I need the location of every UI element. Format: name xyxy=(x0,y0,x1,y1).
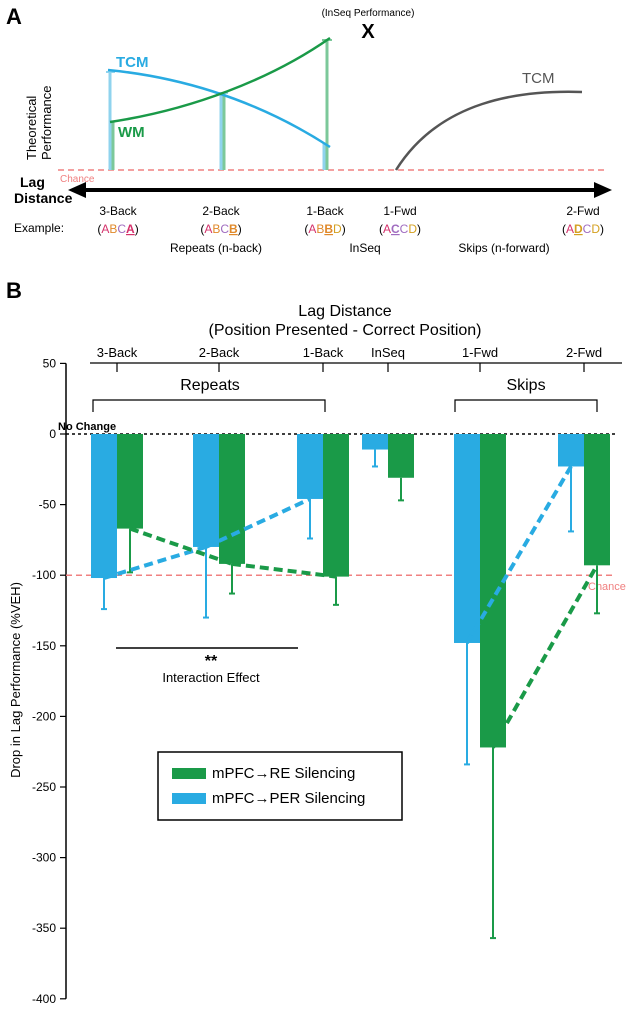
trend-line-1-0 xyxy=(129,526,233,566)
panel-b: B Lag Distance (Position Presented - Cor… xyxy=(6,278,626,1006)
panel-a-position-3: 1-Fwd xyxy=(383,204,416,218)
repeats-label: Repeats xyxy=(180,377,240,394)
trend-line-0-0 xyxy=(103,545,207,580)
panel-a-inseq-perf-label: (InSeq Performance) xyxy=(322,8,415,19)
panel-a-letter: A xyxy=(6,4,22,29)
legend-swatch-re xyxy=(172,768,206,779)
panel-b-title-1: Lag Distance xyxy=(298,303,391,320)
panel-a-chance-label: Chance xyxy=(60,174,95,185)
skips-label: Skips xyxy=(506,377,545,394)
y-tick-label-4: -150 xyxy=(32,639,56,653)
panel-a-axis-label-1: Lag xyxy=(20,174,45,190)
y-tick-label-2: -50 xyxy=(39,498,57,512)
bar-0-1 xyxy=(193,434,219,547)
x-tick-label-0: 3-Back xyxy=(97,345,138,360)
panel-a-group-skips: Skips (n-forward) xyxy=(458,241,549,255)
bar-0-3 xyxy=(362,434,388,450)
interaction-stars: ** xyxy=(205,653,218,670)
y-tick-label-7: -300 xyxy=(32,851,56,865)
x-tick-label-3: InSeq xyxy=(371,345,405,360)
legend-box xyxy=(157,751,403,821)
interaction-label: Interaction Effect xyxy=(162,670,260,685)
legend-label-per: mPFC→PER Silencing xyxy=(212,790,365,807)
bar-0-2 xyxy=(297,434,323,499)
panel-a-positions: 3-Back (ABCA) 2-Back (ABCB) 1-Back (ABBD) 1-Fw… xyxy=(97,204,604,236)
y-tick-label-6: -250 xyxy=(32,780,56,794)
no-change-label: No Change xyxy=(58,421,116,433)
bar-1-2 xyxy=(323,434,349,577)
panel-a-group-repeats: Repeats (n-back) xyxy=(170,241,262,255)
panel-b-title-2: (Position Presented - Correct Position) xyxy=(209,322,482,339)
panel-a-example-4: (ADCD) xyxy=(562,222,604,236)
panel-b-ylabel: Drop in Lag Performance (%VEH) xyxy=(8,582,23,778)
x-tick-label-1: 2-Back xyxy=(199,345,240,360)
panel-a-example-3: (ACCD) xyxy=(379,222,421,236)
panel-a-axis-arrow-right xyxy=(594,182,612,198)
y-tick-label-5: -200 xyxy=(32,709,56,723)
y-tick-label-1: 0 xyxy=(49,427,56,441)
panel-a-group-inseq: InSeq xyxy=(349,241,380,255)
bar-0-0 xyxy=(91,434,117,579)
bar-0-4 xyxy=(454,434,480,643)
panel-a-example-1: (ABCB) xyxy=(200,222,241,236)
panel-a-ylabel-2: Performance xyxy=(39,86,54,160)
panel-a-position-0: 3-Back xyxy=(99,204,137,218)
bar-0-5 xyxy=(558,434,584,467)
trend-line-0-2 xyxy=(465,465,573,644)
x-tick-label-2: 1-Back xyxy=(303,345,344,360)
legend-swatch-per xyxy=(172,793,206,804)
panel-a-position-2: 1-Back xyxy=(306,204,344,218)
x-tick-label-4: 1-Fwd xyxy=(462,345,498,360)
panel-a-ylabel-1: Theoretical xyxy=(24,96,39,160)
panel-b-letter: B xyxy=(6,278,22,303)
legend: mPFC→RE Silencing mPFC→PER Silencing xyxy=(157,751,403,821)
panel-a-axis-label-2: Distance xyxy=(14,190,73,206)
trend-line-0-1 xyxy=(205,497,311,549)
panel-a-example-2: (ABBD) xyxy=(304,222,345,236)
panel-a-position-4: 2-Fwd xyxy=(566,204,599,218)
panel-a-example-0: (ABCA) xyxy=(97,222,138,236)
panel-a-tcm-label: TCM xyxy=(116,54,149,71)
bar-1-5 xyxy=(584,434,610,566)
bar-1-1 xyxy=(219,434,245,564)
panel-a: A Theoretical Performance Chance TCM WM … xyxy=(6,4,612,255)
panel-a-wm-curve xyxy=(109,36,331,124)
x-tick-label-5: 2-Fwd xyxy=(566,345,602,360)
panel-a-tcm-right-curve xyxy=(394,90,583,171)
legend-label-re: mPFC→RE Silencing xyxy=(212,765,355,782)
y-tick-label-0: 50 xyxy=(43,356,57,370)
panel-a-example-label: Example: xyxy=(14,221,64,235)
panel-a-position-1: 2-Back xyxy=(202,204,240,218)
panel-b-axes: 50 0 -50 -100 -150 -200 -250 -300 -350 -400 3-Back… xyxy=(32,345,622,1006)
panel-a-axis-arrow-left xyxy=(68,182,86,198)
panel-a-tcm-right-label: TCM xyxy=(522,70,555,87)
panel-a-inseq-marker: X xyxy=(361,21,375,43)
y-tick-label-3: -100 xyxy=(32,568,56,582)
bar-1-4 xyxy=(480,434,506,748)
panel-b-trend-lines xyxy=(103,465,599,749)
trend-line-1-2 xyxy=(491,564,599,749)
bar-1-3 xyxy=(388,434,414,478)
trend-line-1-1 xyxy=(231,561,337,579)
panel-a-tcm-curve xyxy=(107,68,331,149)
bar-1-0 xyxy=(117,434,143,529)
y-tick-label-8: -350 xyxy=(32,921,56,935)
panel-b-bars xyxy=(91,434,610,940)
repeats-bracket xyxy=(92,399,326,412)
panel-a-wm-label: WM xyxy=(118,124,145,141)
skips-bracket xyxy=(454,399,598,412)
y-tick-label-9: -400 xyxy=(32,992,56,1006)
chance-label: Chance xyxy=(588,581,626,593)
